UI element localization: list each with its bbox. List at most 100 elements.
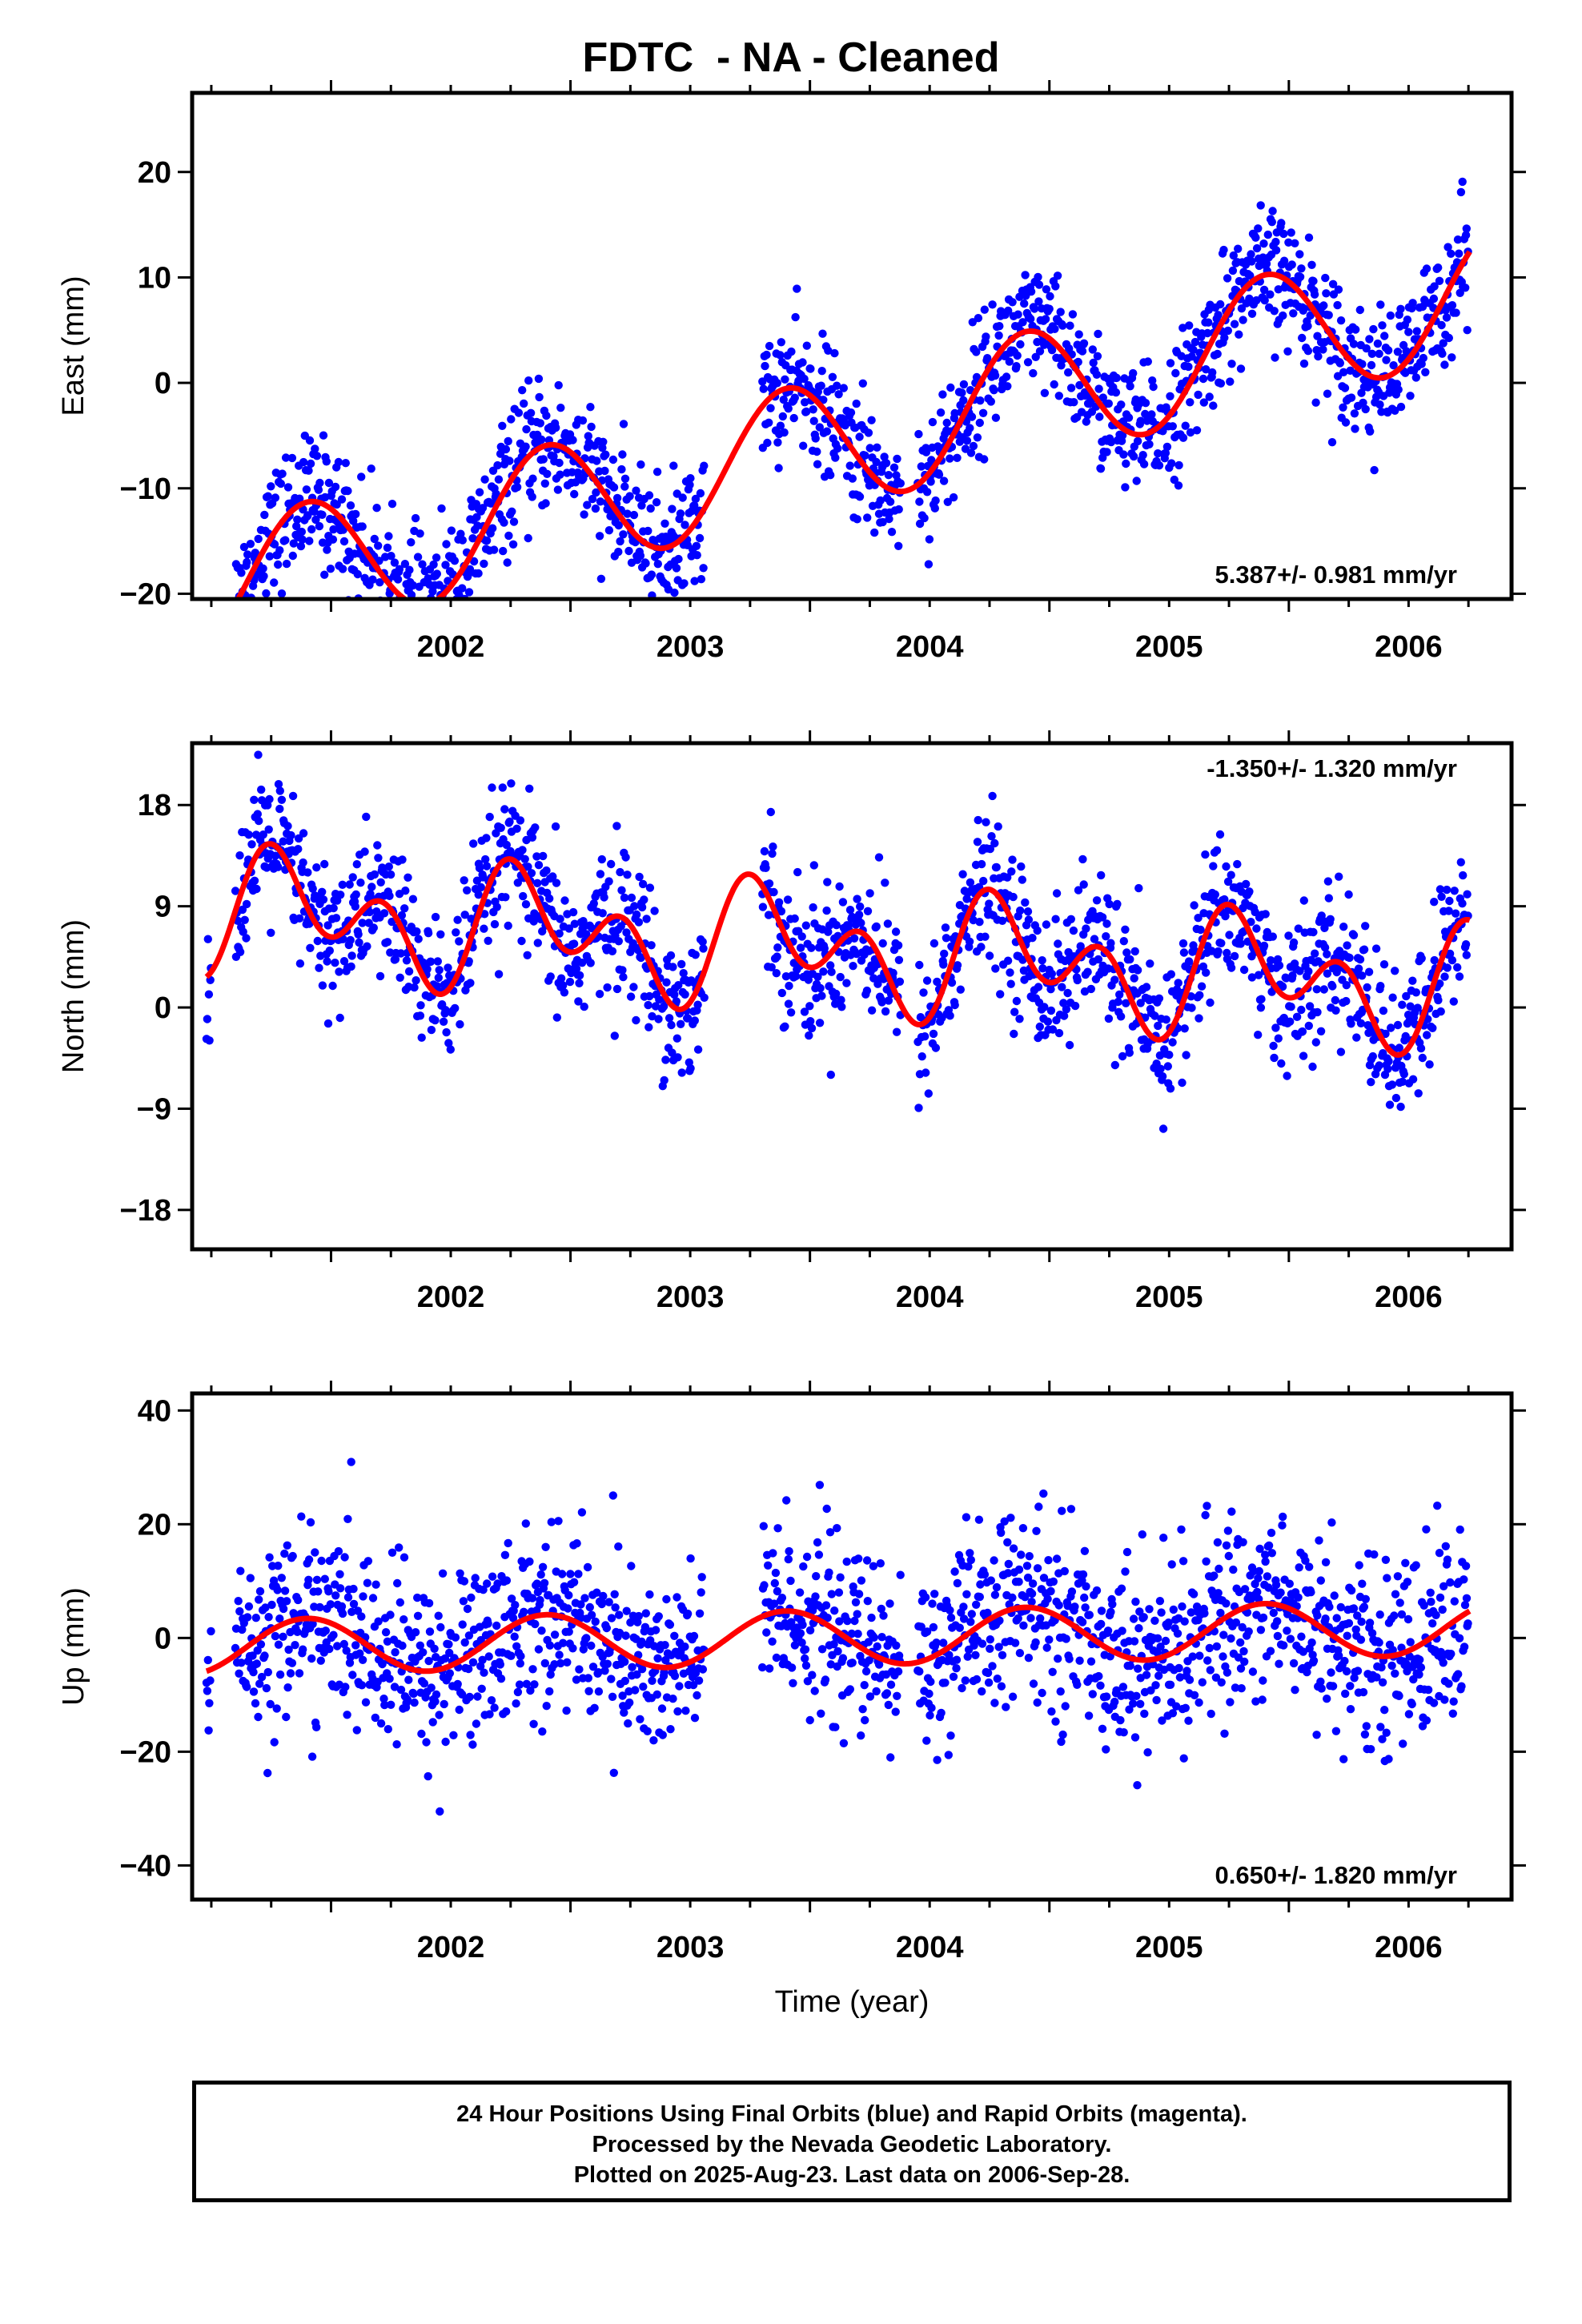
data-point [1234,244,1243,253]
data-point [251,549,259,557]
data-point [891,1707,900,1716]
data-point [894,955,904,965]
data-point [1452,909,1460,918]
data-point [1271,1580,1281,1590]
data-point [336,891,345,899]
data-point [438,1569,448,1578]
data-point [772,1653,781,1663]
data-point [412,927,421,936]
data-point [400,1553,409,1562]
data-point [499,546,508,556]
data-point [1235,330,1243,339]
data-point [384,532,393,541]
data-point [274,560,283,569]
data-point [444,613,452,621]
data-point [312,863,321,872]
data-point [1178,433,1188,442]
data-point [1152,1695,1161,1705]
data-point [1294,1593,1303,1602]
data-point [542,866,551,875]
data-point [1321,273,1330,283]
data-point [644,526,652,536]
data-point [1382,1728,1391,1737]
data-point [1017,1550,1026,1559]
data-point [1129,452,1138,461]
data-point [451,1003,460,1013]
data-point [1070,398,1078,407]
data-point [801,921,810,930]
data-point [353,569,362,579]
data-point [962,436,972,445]
data-point [1085,1610,1094,1619]
data-point [517,936,526,946]
data-point [341,1683,350,1691]
data-point [1149,382,1158,392]
data-point [991,413,1001,422]
data-point [869,1633,878,1642]
data-point [564,1627,573,1636]
data-point [966,1618,975,1626]
data-point [822,1504,831,1514]
data-point [1215,830,1225,839]
data-point [525,784,534,793]
data-point [375,971,385,981]
data-point [977,943,986,951]
data-point [372,504,381,513]
data-point [790,393,799,402]
data-point [831,1723,840,1731]
data-point [1047,969,1057,979]
data-point [1178,1557,1188,1566]
data-point [651,1626,661,1634]
data-point [1261,910,1270,919]
data-point [674,554,683,564]
data-point [1012,996,1022,1006]
data-point [550,1630,560,1639]
data-point [1291,239,1299,247]
data-point [783,895,793,904]
data-point [263,1667,272,1677]
data-point [1112,373,1121,383]
data-point [1277,1059,1286,1068]
data-point [1178,1602,1186,1611]
data-point [858,379,868,388]
data-point [587,422,596,432]
data-point [468,1740,477,1749]
data-point [259,572,268,581]
data-point [1307,1638,1316,1647]
data-point [1202,1557,1211,1566]
data-point [498,783,507,792]
data-point [1453,963,1462,972]
data-point [1219,245,1228,255]
data-point [1227,1634,1235,1643]
data-point [895,977,905,987]
data-point [798,1620,807,1630]
data-point [1093,352,1102,360]
data-point [529,1719,538,1728]
data-point [848,474,857,483]
data-point [312,1723,321,1731]
data-point [305,436,315,445]
data-point [1358,971,1367,980]
data-point [231,617,239,625]
data-point [632,910,641,919]
data-point [693,1045,703,1054]
data-point [370,534,379,544]
data-point [455,1705,464,1715]
data-point [1375,1610,1384,1619]
data-point [1380,1706,1389,1715]
data-point [407,590,416,599]
data-point [473,1692,482,1701]
data-point [1327,438,1337,447]
data-point [1435,276,1444,285]
data-point [1463,890,1472,899]
data-point [316,1656,325,1665]
data-point [518,386,527,395]
data-point [318,887,327,897]
data-point [1042,920,1051,929]
data-point [1029,1679,1038,1688]
data-point [341,459,350,468]
data-point [325,1644,334,1654]
data-point [1079,339,1089,348]
data-point [624,1719,632,1728]
data-point [375,557,383,565]
